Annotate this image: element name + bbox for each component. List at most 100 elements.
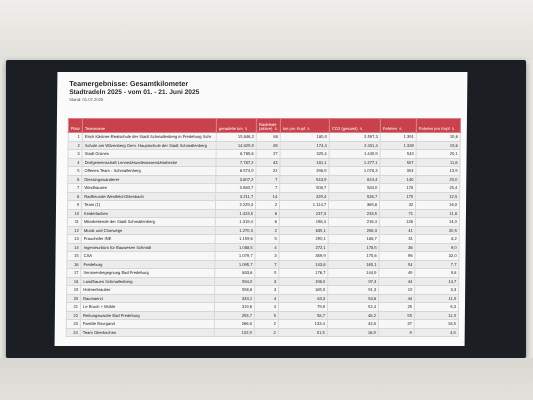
table-row: 7 Windhausen 3.560,7 7 508,7 584,0 178 25,4 <box>67 183 460 192</box>
cell-platz: 19 <box>66 285 81 294</box>
cell-co2: 1.078,3 <box>328 166 381 175</box>
cell-fahrten: 1.339 <box>380 141 417 150</box>
sort-icon[interactable]: ⇅ <box>244 127 248 132</box>
cell-radelnde: 2 <box>255 200 280 209</box>
column-header[interactable]: CO2 (gesamt) ⇅ <box>329 118 381 133</box>
cell-km: 1.079,7 <box>215 251 256 260</box>
column-header[interactable]: Fahrten ⇅ <box>380 118 417 133</box>
cell-fkopf: 20,0 <box>415 175 460 184</box>
table-row: 8 Radfreunde Westfeld-Ohlenbach 3.211,7 14 2… <box>67 192 460 201</box>
cell-team: Ingenieurbüro für Bauwesen Schmidt <box>81 243 216 252</box>
column-header-label: Platz <box>70 126 80 132</box>
sort-icon[interactable]: ⇅ <box>451 127 455 132</box>
cell-co2: 526,7 <box>328 192 380 201</box>
cell-platz: 18 <box>66 277 81 286</box>
cell-co2: 233,5 <box>328 209 380 218</box>
cell-team: Landfrauen Schmallenberg <box>80 277 215 286</box>
cell-platz: 21 <box>66 302 81 311</box>
sort-icon[interactable]: ⇅ <box>274 127 278 132</box>
cell-fahrten: 96 <box>379 251 416 260</box>
cell-km: 3.211,7 <box>215 192 256 201</box>
cell-km: 3.807,2 <box>215 175 256 184</box>
cell-team: Rettungswache Bad Fredeburg <box>80 311 215 320</box>
table-row: 11 Mitarbeitende der Stadt Schmallenberg 1… <box>67 217 460 226</box>
cell-radelnde: 43 <box>256 158 281 167</box>
cell-fkopf: 11,8 <box>415 209 460 218</box>
cell-radelnde: 4 <box>254 294 279 303</box>
column-header[interactable]: Platz <box>68 118 83 133</box>
cell-radelnde: 4 <box>255 243 280 252</box>
cell-fkopf: 14,7 <box>414 277 459 286</box>
cell-radelnde: 7 <box>254 260 280 269</box>
sort-icon[interactable]: ⇅ <box>307 127 310 132</box>
cell-km: 883,6 <box>214 268 255 277</box>
results-table: Platz Teamname geradelte km ⇅ Radelnde (akti… <box>66 118 461 337</box>
table-row: 4 Dorfgemeinschaft Lenne&Hundesossen&Harb… <box>67 158 461 167</box>
table-row: 14 Ingenieurbüro für Bauwesen Schmidt 1.08… <box>67 243 460 252</box>
cell-platz: 13 <box>67 234 82 243</box>
cell-platz: 8 <box>67 192 82 201</box>
cell-fahrten: 10 <box>378 285 415 294</box>
cell-fahrten: 9 <box>378 328 415 337</box>
cell-fkopf: 3,3 <box>414 285 459 294</box>
sort-icon[interactable]: ⇅ <box>399 127 402 132</box>
cell-radelnde: 7 <box>255 183 280 192</box>
table-row: 5 Offenes Team - Schmallenberg 6.574,9 22 29… <box>67 166 461 175</box>
cell-kmkopf: 359,9 <box>279 251 329 260</box>
cell-radelnde: 6 <box>255 209 280 218</box>
column-header[interactable]: km pro Kopf ⇅ <box>280 118 330 133</box>
cell-co2: 48,2 <box>327 311 379 320</box>
table-row: 3 Stadt Grünes 8.785,6 27 325,4 1.440,9 543 20,… <box>68 149 461 158</box>
cell-fahrten: 25 <box>378 302 415 311</box>
column-header[interactable]: Fahrten pro Kopf ⇅ <box>416 118 461 133</box>
cell-kmkopf: 133,4 <box>278 319 328 328</box>
table-row: 9 Team (1) 2.229,3 2 1.114,7 365,6 32 16,0 <box>67 200 460 209</box>
sort-icon[interactable]: ⇅ <box>359 127 363 132</box>
table-row: 17 Seniorenbegegnung Bad Fredeburg 883,6 5 1… <box>66 268 459 277</box>
cell-fahrten: 507 <box>380 158 417 167</box>
cell-kmkopf: 635,1 <box>279 226 329 235</box>
cell-co2: 175,6 <box>328 251 380 260</box>
cell-radelnde: 3 <box>255 251 280 260</box>
cell-team: Windhausen <box>81 183 216 192</box>
cell-co2: 144,9 <box>327 268 379 277</box>
cell-co2: 97,4 <box>327 277 379 286</box>
cell-co2: 2.431,4 <box>329 141 381 150</box>
cell-km: 333,1 <box>214 294 255 303</box>
cell-team: Stadt Grünes <box>82 149 217 158</box>
cell-team: Frauchöler INE <box>81 234 216 243</box>
floor-background <box>0 358 533 400</box>
cell-team: Familie Bovrgand <box>80 319 215 328</box>
cell-platz: 23 <box>66 319 81 328</box>
column-header-label: geradelte km <box>218 126 243 132</box>
cell-platz: 16 <box>66 260 82 269</box>
cell-fahrten: 1.391 <box>380 132 417 141</box>
column-header-label: Fahrten pro Kopf <box>418 126 450 132</box>
cell-platz: 17 <box>66 268 81 277</box>
cell-co2: 365,6 <box>328 200 380 209</box>
cell-fkopf: 25,4 <box>415 183 460 192</box>
cell-team: Team (1) <box>81 200 216 209</box>
cell-fahrten: 44 <box>378 277 415 286</box>
column-header[interactable]: Teamname <box>82 118 217 133</box>
cell-team: Fredeburg <box>80 260 216 269</box>
column-header[interactable]: Radelnde (aktive) ⇅ <box>256 118 281 133</box>
cell-co2: 208,3 <box>328 226 380 235</box>
cell-radelnde: 5 <box>254 268 279 277</box>
cell-team: Baumaerzt <box>80 294 215 303</box>
cell-platz: 4 <box>67 158 83 167</box>
cell-fkopf: 14,0 <box>415 217 460 226</box>
cell-fahrten: 354 <box>379 166 417 175</box>
cell-fkopf: 20,1 <box>416 149 461 158</box>
table-row: 12 Musik und Chorwege 1.270,3 2 635,1 208,3 41… <box>67 226 460 235</box>
cell-team: Holmerbrauber <box>80 285 215 294</box>
cell-co2: 52,4 <box>327 302 379 311</box>
cell-fkopf: 32,0 <box>415 251 460 260</box>
column-header[interactable]: geradelte km ⇅ <box>216 118 257 133</box>
cell-platz: 1 <box>68 132 83 141</box>
table-row: 10 Kinderlachen 1.423,5 6 237,3 233,5 71 11,8 <box>67 209 460 218</box>
cell-kmkopf: 237,3 <box>279 209 329 218</box>
cell-fahrten: 44 <box>378 294 415 303</box>
table-row: 2 Schule am Wilzenberg Gem. Hauptschule d… <box>68 141 461 150</box>
cell-radelnde: 85 <box>256 141 281 150</box>
